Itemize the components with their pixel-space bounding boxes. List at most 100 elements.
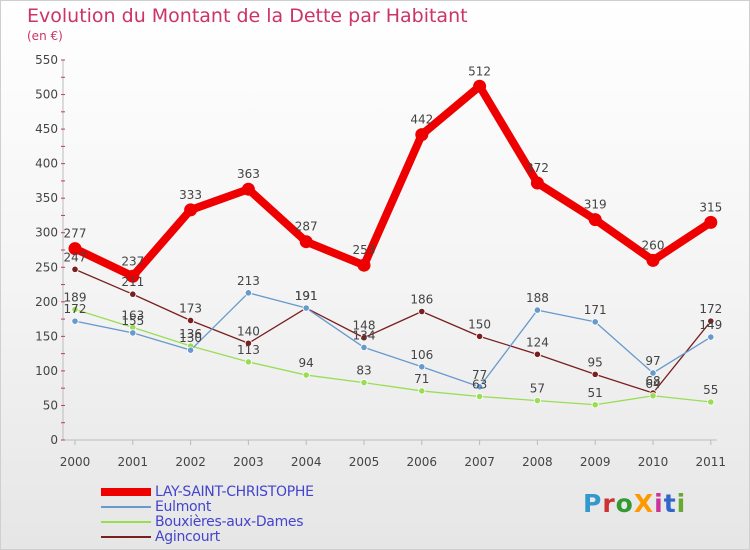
data-point-0	[530, 176, 544, 190]
data-point-0	[184, 203, 198, 217]
data-label: 189	[64, 290, 87, 304]
logo-letter: t	[663, 489, 677, 518]
data-labels-layer: 2772373333632872534425123723192603151721…	[64, 64, 723, 400]
data-label: 173	[179, 301, 202, 315]
data-point-1	[591, 318, 599, 326]
data-point-3	[71, 265, 79, 273]
data-point-0	[588, 213, 602, 227]
x-tick-label: 2001	[118, 455, 149, 469]
data-point-2	[302, 371, 310, 379]
data-label: 213	[237, 274, 260, 288]
data-label: 191	[295, 289, 318, 303]
data-label: 83	[356, 364, 371, 378]
data-label: 191	[295, 289, 318, 303]
logo-letter: o	[615, 489, 634, 518]
y-tick-label: 550	[35, 53, 58, 67]
legend-label: Eulmont	[155, 499, 212, 515]
data-label: 260	[642, 238, 665, 252]
y-tick-label: 350	[35, 191, 58, 205]
data-label: 140	[237, 324, 260, 338]
data-point-2	[418, 387, 426, 395]
data-label: 163	[121, 308, 144, 322]
data-label: 372	[526, 161, 549, 175]
data-point-0	[357, 258, 371, 272]
y-tick-label: 200	[35, 295, 58, 309]
data-point-1	[418, 363, 426, 371]
data-label: 77	[472, 368, 487, 382]
data-point-3	[360, 334, 368, 342]
data-point-2	[244, 358, 252, 366]
data-label: 363	[237, 167, 260, 181]
y-tick-label: 50	[43, 398, 58, 412]
logo-letter: i	[676, 489, 687, 518]
data-point-0	[704, 215, 718, 229]
data-label: 247	[64, 250, 87, 264]
chart-title: Evolution du Montant de la Dette par Hab…	[27, 5, 468, 27]
y-tick-label: 300	[35, 226, 58, 240]
legend-swatch	[101, 506, 151, 508]
data-point-2	[591, 401, 599, 409]
data-point-2	[649, 392, 657, 400]
data-label: 113	[237, 343, 260, 357]
data-label: 97	[645, 354, 660, 368]
data-label: 172	[64, 302, 87, 316]
data-label: 130	[179, 331, 202, 345]
data-label: 51	[588, 386, 603, 400]
data-label: 155	[121, 314, 144, 328]
legend-swatch	[101, 488, 151, 496]
x-tick-label: 2009	[580, 455, 611, 469]
data-point-3	[533, 350, 542, 358]
data-point-3	[129, 290, 137, 298]
data-point-2	[707, 398, 715, 406]
data-point-2	[533, 397, 542, 405]
legend-label: LAY-SAINT-CHRISTOPHE	[155, 484, 314, 500]
data-point-0	[126, 269, 140, 283]
x-tick-label: 2003	[233, 455, 264, 469]
data-label: 55	[703, 383, 718, 397]
data-point-3	[418, 307, 426, 316]
y-tick-label: 250	[35, 260, 58, 274]
data-point-1	[71, 317, 79, 325]
data-label: 57	[530, 382, 545, 396]
data-point-1	[475, 383, 484, 391]
y-tick-label: 0	[50, 433, 58, 447]
x-tick-label: 2000	[60, 455, 91, 469]
data-point-2	[475, 392, 484, 401]
data-label: 188	[526, 291, 549, 305]
data-point-2	[71, 305, 79, 314]
legend-swatch	[101, 536, 151, 538]
data-label: 277	[64, 227, 87, 241]
x-tick-label: 2008	[522, 455, 553, 469]
data-point-1	[649, 369, 657, 377]
data-label: 172	[699, 302, 722, 316]
series-line-0	[71, 82, 715, 281]
data-label: 134	[353, 328, 376, 342]
data-label: 71	[414, 372, 429, 386]
logo-letter: i	[654, 489, 664, 518]
x-tick-label: 2005	[349, 455, 380, 469]
data-point-0	[473, 79, 487, 93]
data-label: 124	[526, 335, 549, 349]
series-line-3	[74, 268, 712, 394]
data-point-3	[244, 339, 252, 347]
logo-letter: P	[583, 489, 603, 518]
data-point-0	[299, 235, 313, 249]
data-label: 186	[410, 292, 433, 306]
data-label: 64	[645, 377, 660, 391]
data-label: 333	[179, 188, 202, 202]
data-label: 287	[295, 220, 318, 234]
y-tick-label: 100	[35, 364, 58, 378]
legend-label: Bouxières-aux-Dames	[155, 514, 304, 530]
y-tick-label: 400	[35, 157, 58, 171]
legend-swatch	[101, 521, 151, 523]
series-line-1	[74, 292, 712, 388]
logo-letter: r	[602, 489, 616, 518]
data-point-1	[533, 306, 542, 314]
data-point-3	[475, 332, 484, 340]
y-tick-label: 150	[35, 329, 58, 343]
data-label: 211	[121, 275, 144, 289]
data-label: 106	[410, 348, 433, 362]
y-tick-label: 450	[35, 122, 58, 136]
data-label: 315	[699, 200, 722, 214]
